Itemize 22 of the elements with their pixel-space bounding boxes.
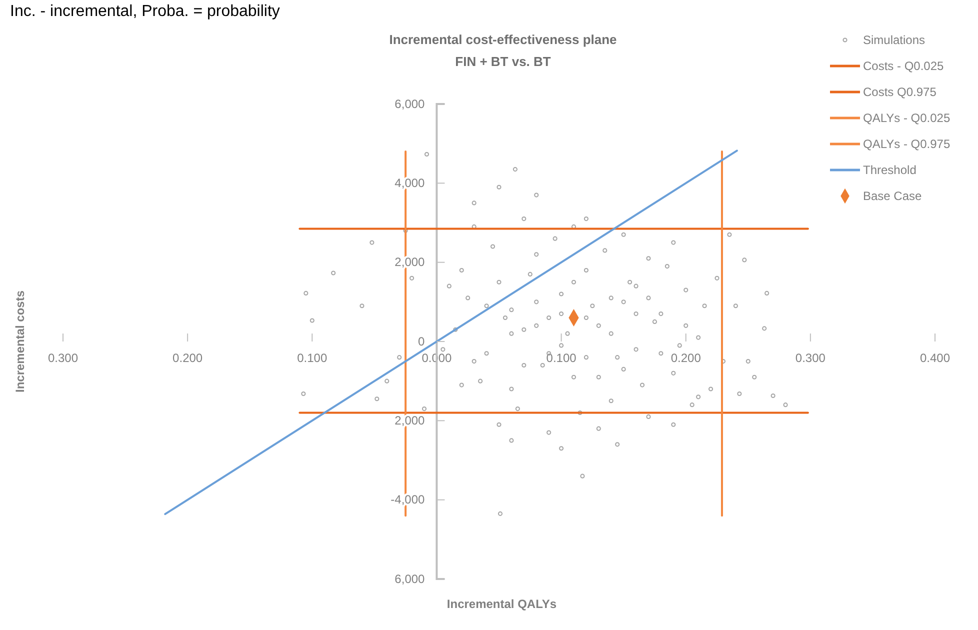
- x-tick-label: 0.200: [172, 351, 203, 366]
- legend-label: Base Case: [863, 189, 922, 203]
- legend-label: Costs Q0.975: [863, 85, 937, 99]
- x-tick-label: 0.100: [546, 351, 577, 366]
- x-tick-label: 0.400: [920, 351, 950, 366]
- legend-label: Threshold: [863, 163, 916, 177]
- text: Inc. - incremental, Proba. = probability: [10, 3, 280, 20]
- legend-label: QALYs - Q0.025: [863, 111, 950, 125]
- chart-title: Incremental cost-effectiveness plane: [389, 32, 617, 47]
- x-tick-label: 0.300: [48, 351, 78, 366]
- x-tick-label: 0.300: [795, 351, 826, 366]
- y-tick-label: 6,000: [394, 96, 426, 111]
- y-tick-label: 0: [418, 334, 426, 348]
- x-tick-label: 0.200: [670, 351, 702, 366]
- x-axis-title: Incremental QALYs: [446, 597, 557, 611]
- x-tick-label: 0.100: [297, 351, 328, 366]
- legend-label: Costs - Q0.025: [863, 59, 944, 73]
- legend-label: QALYs - Q0.975: [863, 137, 950, 151]
- y-tick-label: 6,000: [394, 572, 426, 586]
- legend-label: Simulations: [863, 33, 926, 47]
- chart-subtitle: FIN + BT vs. BT: [455, 54, 551, 69]
- y-axis-title: Incremental costs: [13, 290, 27, 393]
